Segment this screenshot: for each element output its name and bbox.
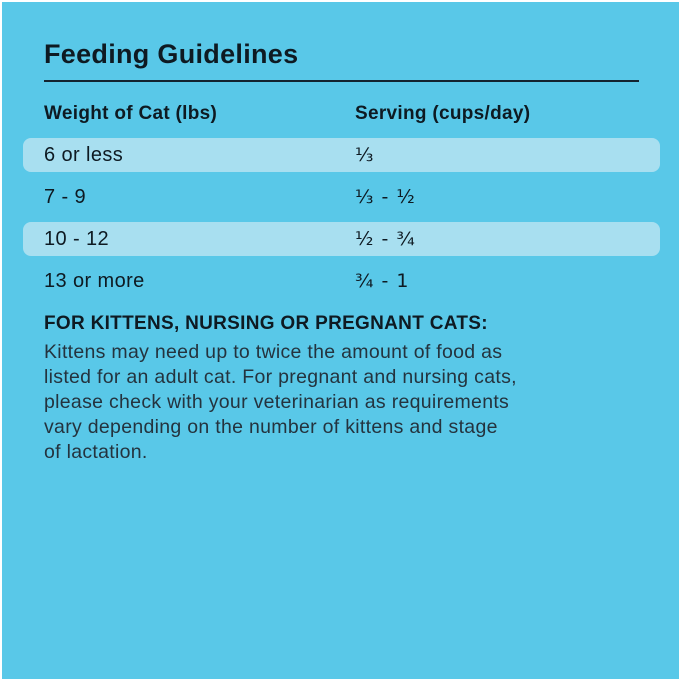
weight-cell: 10 - 12 (44, 227, 110, 250)
table-row: 6 or less ⅓ (23, 138, 660, 172)
column-header-serving: Serving (cups/day) (355, 103, 531, 124)
serving-cell: ½ - ¾ (355, 228, 416, 250)
weight-cell: 7 - 9 (44, 185, 87, 208)
table-row: 7 - 9 ⅓ - ½ (23, 180, 660, 214)
serving-cell: ⅓ (355, 144, 375, 166)
table-header-row: Weight of Cat (lbs) Serving (cups/day) (44, 104, 660, 124)
serving-cell: ⅓ - ½ (355, 186, 416, 208)
weight-cell: 6 or less (44, 143, 124, 166)
kittens-note-heading: FOR KITTENS, NURSING OR PREGNANT CATS: (44, 313, 488, 334)
page-title: Feeding Guidelines (44, 39, 299, 69)
weight-cell: 13 or more (44, 269, 145, 292)
table-row: 10 - 12 ½ - ¾ (23, 222, 660, 256)
title-underline (44, 80, 639, 82)
serving-cell: ¾ - 1 (355, 270, 410, 292)
kittens-note-body: Kittens may need up to twice the amount … (44, 341, 517, 463)
table-row: 13 or more ¾ - 1 (23, 264, 660, 298)
column-header-weight: Weight of Cat (lbs) (44, 103, 218, 124)
content: Feeding Guidelines Weight of Cat (lbs) S… (2, 38, 679, 465)
